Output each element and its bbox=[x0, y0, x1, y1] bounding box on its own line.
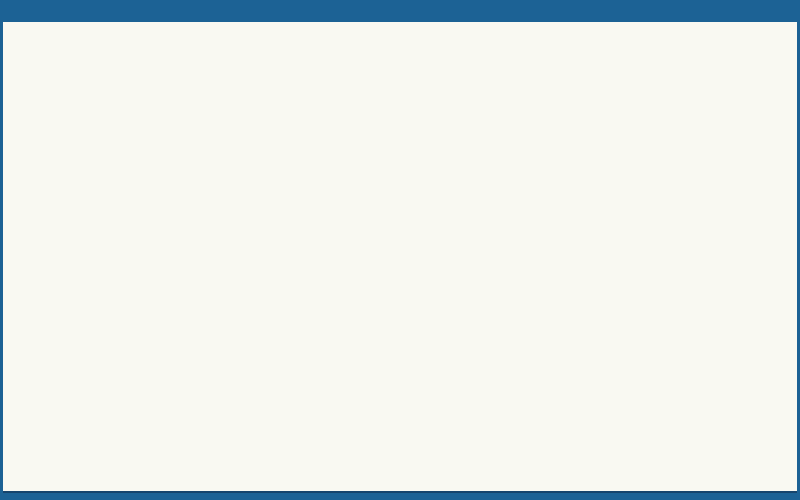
chart-container bbox=[3, 22, 797, 493]
title-bar bbox=[0, 0, 800, 22]
